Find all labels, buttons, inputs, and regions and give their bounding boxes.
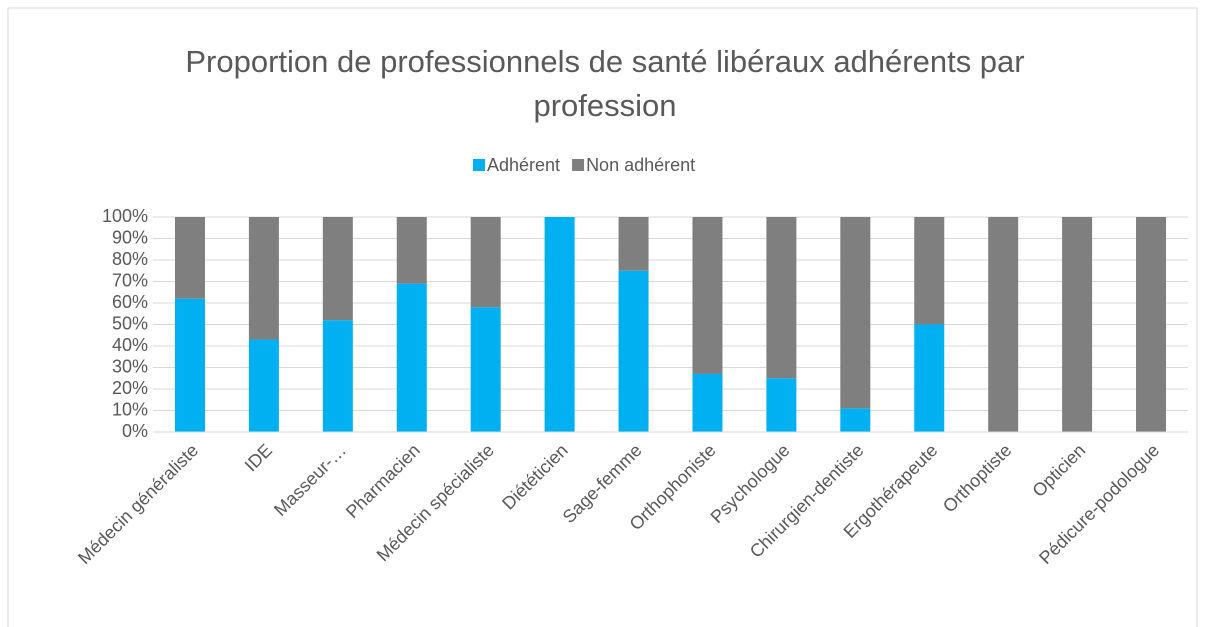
bar-segment (692, 217, 723, 374)
bar-segment (544, 217, 575, 432)
y-tick-label: 50% (112, 313, 148, 333)
bar-segment (692, 373, 723, 432)
legend-label: Adhérent (487, 155, 560, 175)
bar-segment (618, 270, 649, 432)
legend-swatch (572, 159, 585, 171)
y-tick-label: 10% (112, 399, 148, 419)
bar-segment (174, 217, 205, 299)
bar-segment (470, 307, 501, 432)
y-tick-label: 100% (102, 206, 148, 226)
y-tick-label: 20% (112, 378, 148, 398)
bar-segment (840, 408, 871, 432)
bar-segment (248, 217, 279, 340)
legend-label: Non adhérent (586, 155, 695, 175)
x-tick-label: Diététicien (498, 440, 572, 514)
x-tick-label: Masseur-… (270, 440, 350, 520)
y-tick-label: 0% (122, 421, 148, 441)
chart-border (7, 7, 1198, 627)
legend-swatch (473, 159, 485, 171)
bar-segment (322, 320, 353, 432)
x-tick-label: Pédicure-podologue (1035, 440, 1163, 568)
y-tick-label: 60% (112, 292, 148, 312)
y-tick-label: 70% (112, 270, 148, 290)
y-tick-label: 90% (112, 227, 148, 247)
bar-segment (914, 324, 945, 432)
y-tick-label: 80% (112, 249, 148, 269)
bar-segment (396, 283, 427, 432)
bar-segment (988, 217, 1019, 432)
x-tick-label: Opticien (1028, 440, 1089, 501)
y-tick-label: 30% (112, 356, 148, 376)
y-tick-label: 40% (112, 335, 148, 355)
x-tick-label: Pharmacien (342, 440, 424, 522)
bar-segment (248, 339, 279, 432)
bar-segment (914, 217, 945, 325)
bar-segment (1136, 217, 1167, 432)
bar-segment (766, 217, 797, 379)
bar-segment (174, 298, 205, 432)
bar-segment (396, 217, 427, 284)
bar-segment (618, 217, 649, 271)
bar-segment (470, 217, 501, 308)
x-tick-label: Médecin généraliste (74, 440, 202, 568)
chart-title: Proportion de professionnels de santé li… (185, 44, 1025, 123)
bar-segment (1062, 217, 1093, 432)
bar-segment (766, 378, 797, 432)
bar-segment (840, 217, 871, 409)
bar-segment (322, 217, 353, 321)
x-tick-label: Orthoptiste (939, 440, 1015, 516)
x-tick-label: IDE (241, 440, 276, 475)
